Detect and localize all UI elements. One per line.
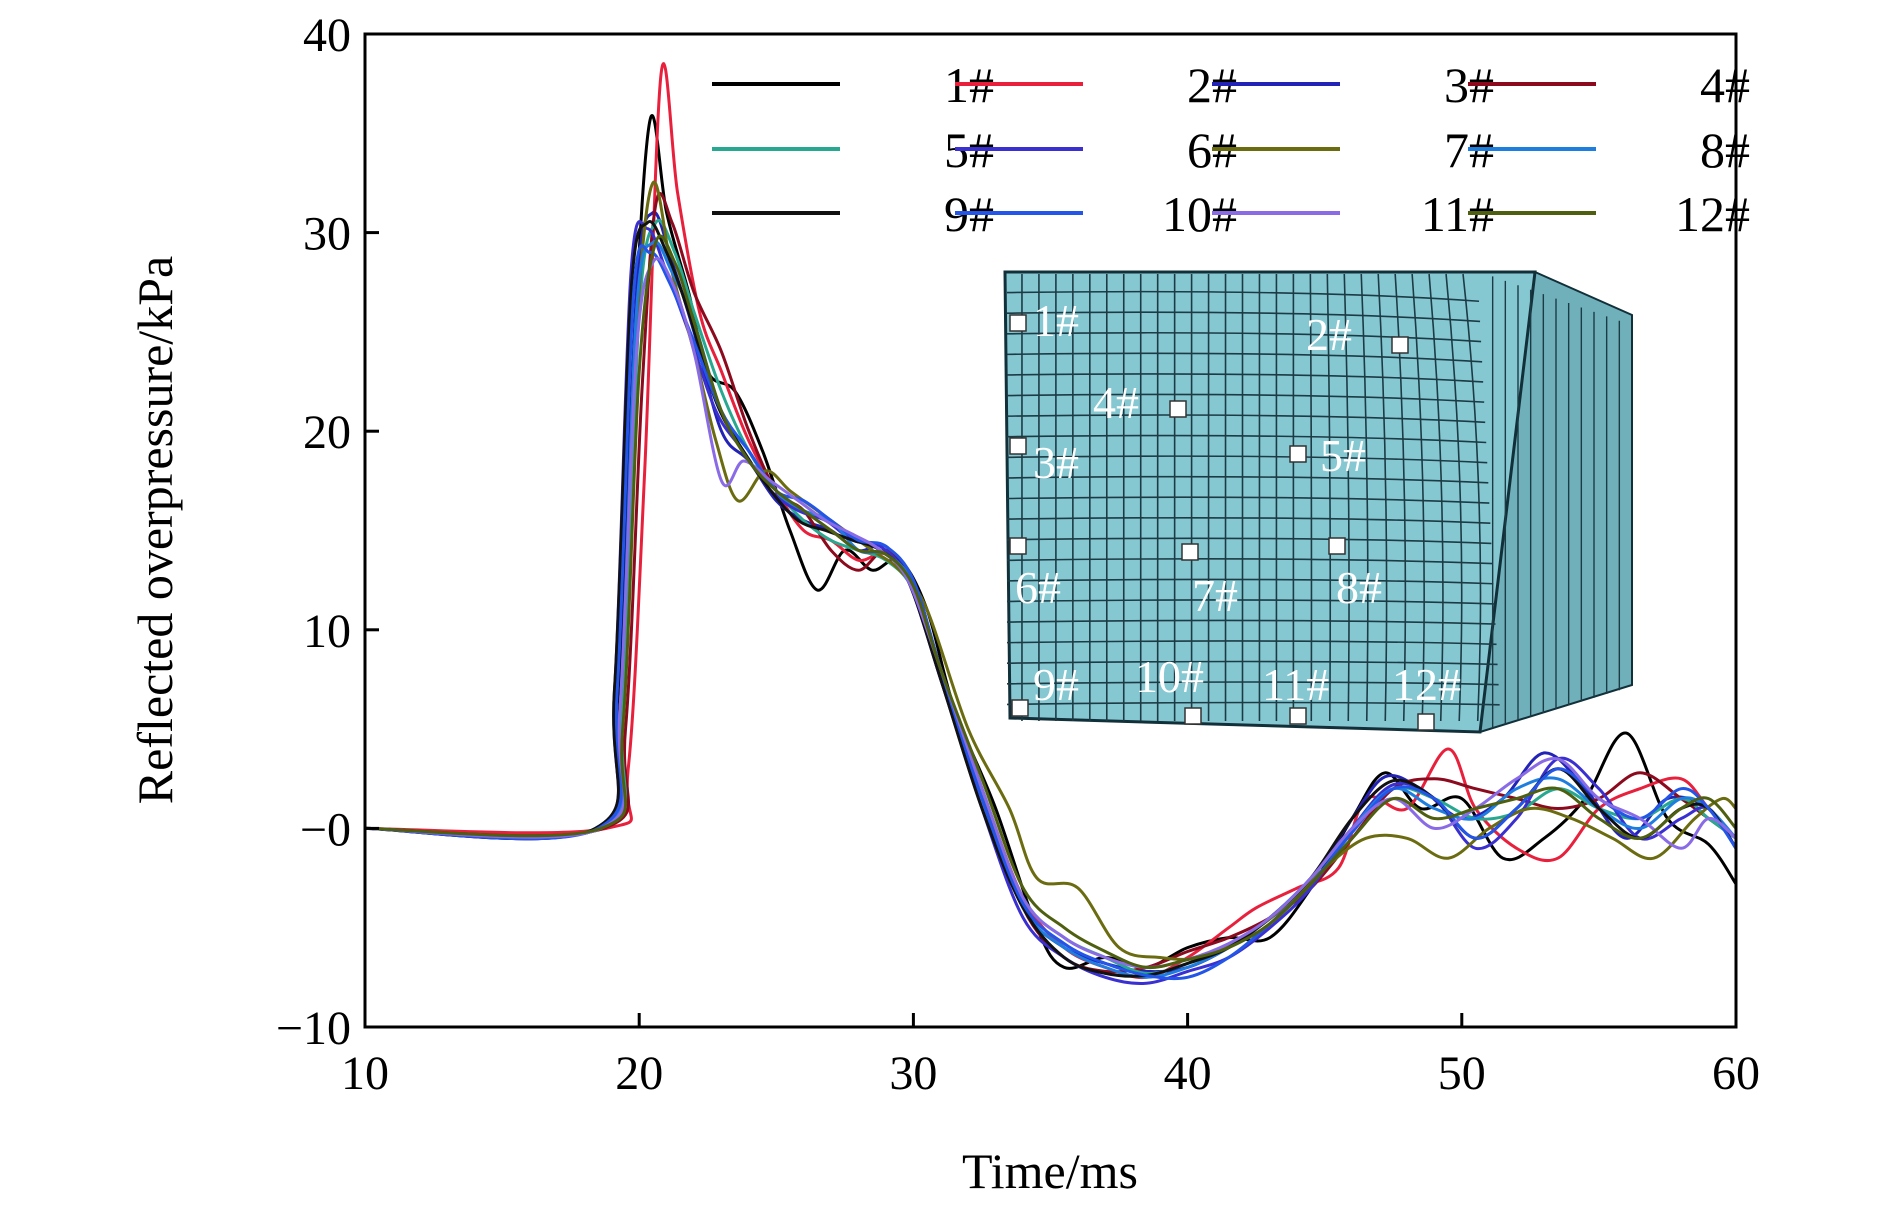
series-line-11 bbox=[365, 257, 1736, 969]
mesh-line bbox=[1006, 558, 1493, 565]
x-tick-label: 50 bbox=[1438, 1047, 1486, 1100]
mesh-line bbox=[1006, 311, 1481, 323]
gauge-label: 5# bbox=[1320, 430, 1366, 481]
mesh-line bbox=[1006, 455, 1488, 464]
mesh-line bbox=[1394, 273, 1407, 722]
mesh-line bbox=[1006, 537, 1492, 545]
mesh-line bbox=[1006, 496, 1490, 504]
gauge-label: 10# bbox=[1135, 651, 1204, 702]
mesh-line bbox=[1445, 273, 1463, 722]
mesh-line bbox=[1006, 393, 1485, 403]
mesh-line bbox=[1006, 475, 1489, 484]
gauge-marker bbox=[1289, 445, 1307, 463]
mesh-line bbox=[1428, 273, 1444, 722]
inset-mesh-grid bbox=[1006, 273, 1621, 729]
gauge-marker bbox=[1391, 336, 1409, 354]
mesh-line bbox=[1006, 599, 1495, 605]
y-tick-label: 20 bbox=[303, 406, 351, 459]
gauge-marker bbox=[1181, 543, 1199, 561]
series-layer bbox=[365, 62, 1736, 986]
mesh-line bbox=[1377, 273, 1388, 722]
gauge-label: 8# bbox=[1336, 562, 1382, 613]
y-axis-ticks: −10 −0 10 20 30 40 bbox=[276, 9, 379, 1055]
mesh-line bbox=[1006, 640, 1497, 646]
gauge-marker bbox=[1184, 707, 1202, 725]
y-tick-label: 40 bbox=[303, 9, 351, 62]
series-line-10 bbox=[365, 244, 1736, 981]
gauge-label: 9# bbox=[1033, 659, 1079, 710]
x-tick-label: 30 bbox=[889, 1047, 937, 1100]
x-tick-label: 20 bbox=[615, 1047, 663, 1100]
series-line-7 bbox=[365, 180, 1736, 961]
mesh-line bbox=[1006, 434, 1487, 444]
gauge-label: 12# bbox=[1392, 659, 1461, 710]
gauge-label: 11# bbox=[1262, 659, 1329, 710]
x-tick-label: 40 bbox=[1164, 1047, 1212, 1100]
plot-frame bbox=[363, 32, 1738, 1029]
legend: 1# 2# 3# 4#5# 6# 7# 8#9# 10# 11# 12# bbox=[712, 57, 1750, 242]
gauge-marker bbox=[1009, 314, 1027, 332]
gauge-marker bbox=[1169, 400, 1187, 418]
y-tick-label: 10 bbox=[303, 605, 351, 658]
gauge-label: 7# bbox=[1192, 570, 1238, 621]
y-tick-label: 30 bbox=[303, 208, 351, 261]
y-tick-label: −10 bbox=[276, 1002, 351, 1055]
mesh-line bbox=[1006, 660, 1498, 666]
mesh-line bbox=[1006, 352, 1483, 363]
gauge-marker bbox=[1011, 699, 1029, 717]
gauge-marker bbox=[1417, 713, 1435, 731]
legend-label: 12# bbox=[1675, 186, 1750, 242]
mesh-line bbox=[1006, 290, 1480, 303]
mesh-line bbox=[1006, 331, 1482, 343]
gauge-marker bbox=[1328, 537, 1346, 555]
mesh-line bbox=[1006, 701, 1500, 706]
mesh-line bbox=[1006, 373, 1484, 383]
mesh-line bbox=[1006, 681, 1499, 686]
gauge-marker bbox=[1009, 537, 1027, 555]
gauge-marker bbox=[1289, 707, 1307, 725]
legend-label: 4# bbox=[1700, 57, 1750, 113]
series-line-12 bbox=[365, 234, 1736, 970]
y-tick-label: −0 bbox=[300, 803, 351, 856]
gauge-label: 4# bbox=[1093, 377, 1139, 428]
x-tick-label: 60 bbox=[1712, 1047, 1760, 1100]
x-tick-label: 10 bbox=[341, 1047, 389, 1100]
mesh-line bbox=[1462, 273, 1482, 722]
mesh-line bbox=[1006, 619, 1496, 625]
inset-gauges: 1# 2# 3# 4# 5# 6# 7# 8# 9# 10# 11# 12# bbox=[1009, 295, 1461, 731]
x-axis-title: Time/ms bbox=[962, 1143, 1138, 1199]
x-axis-ticks: 10 20 30 40 50 60 bbox=[341, 1013, 1760, 1100]
inset-front-face bbox=[1003, 270, 1537, 734]
mesh-line bbox=[1006, 414, 1486, 424]
inset-mesh-image: 1# 2# 3# 4# 5# 6# 7# 8# 9# 10# 11# 12# bbox=[1003, 270, 1633, 734]
mesh-line bbox=[1006, 578, 1494, 585]
gauge-label: 1# bbox=[1033, 295, 1079, 346]
legend-label: 8# bbox=[1700, 122, 1750, 178]
y-axis-title: Reflected overpressure/kPa bbox=[127, 256, 183, 804]
gauge-label: 3# bbox=[1033, 437, 1079, 488]
mesh-line bbox=[1006, 516, 1491, 525]
gauge-label: 6# bbox=[1015, 562, 1061, 613]
gauge-marker bbox=[1009, 437, 1027, 455]
mesh-line bbox=[1411, 273, 1425, 722]
gauge-label: 2# bbox=[1306, 309, 1352, 360]
